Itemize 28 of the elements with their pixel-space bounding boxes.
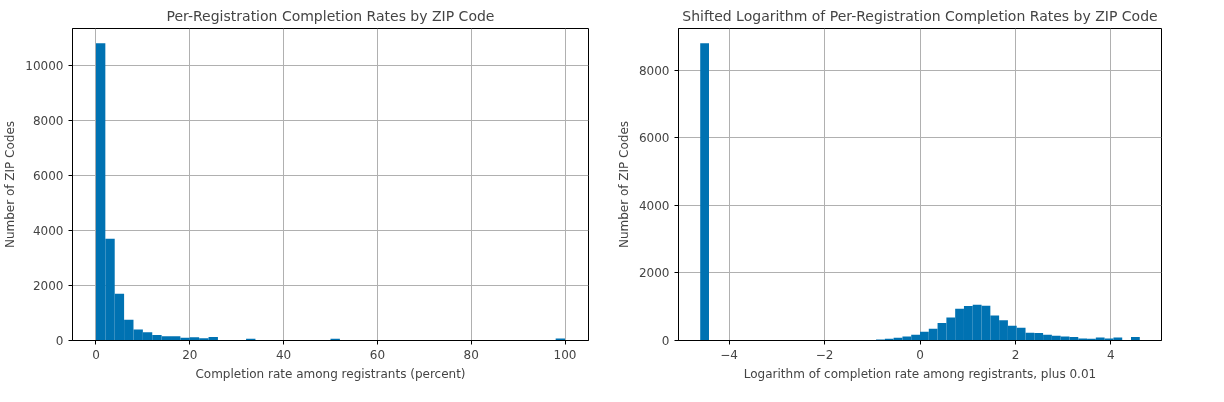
x-tick-label: −4 — [720, 347, 738, 362]
chart-title: Per-Registration Completion Rates by ZIP Code — [166, 7, 495, 24]
x-tick-label: 0 — [916, 347, 924, 362]
y-tick-label: 4000 — [638, 198, 670, 213]
y-axis-title: Number of ZIP Codes — [3, 120, 18, 249]
x-tick-label: 40 — [275, 347, 292, 362]
y-tick-label: 8000 — [32, 113, 64, 128]
y-tick-label: 2000 — [638, 266, 670, 281]
x-tick-label: 2 — [1011, 347, 1020, 362]
x-tick-label: −2 — [815, 347, 834, 362]
y-tick-label: 6000 — [32, 168, 64, 183]
y-tick-label: 6000 — [638, 131, 670, 146]
x-tick-label: 100 — [553, 347, 577, 362]
y-tick-label: 2000 — [32, 278, 64, 293]
y-axis-title: Number of ZIP Codes — [616, 120, 631, 249]
x-tick-label: 0 — [92, 347, 100, 362]
y-tick-label: 0 — [661, 334, 670, 348]
x-tick-label: 60 — [369, 347, 386, 362]
x-axis-title: Logarithm of completion rate among registrants, plus 0.01 — [743, 366, 1097, 381]
y-tick-label: 8000 — [638, 63, 670, 78]
x-tick-label: 80 — [463, 347, 479, 362]
y-tick-label: 4000 — [32, 223, 64, 238]
x-tick-label: 4 — [1107, 347, 1115, 362]
chart-title: Shifted Logarithm of Per-Registration Completion Rates by ZIP Code — [682, 7, 1158, 24]
y-tick-label: 10000 — [25, 58, 64, 73]
x-axis-title: Completion rate among registrants (percent) — [195, 366, 466, 381]
x-tick-label: 20 — [182, 347, 198, 362]
y-tick-label: 0 — [55, 334, 64, 348]
